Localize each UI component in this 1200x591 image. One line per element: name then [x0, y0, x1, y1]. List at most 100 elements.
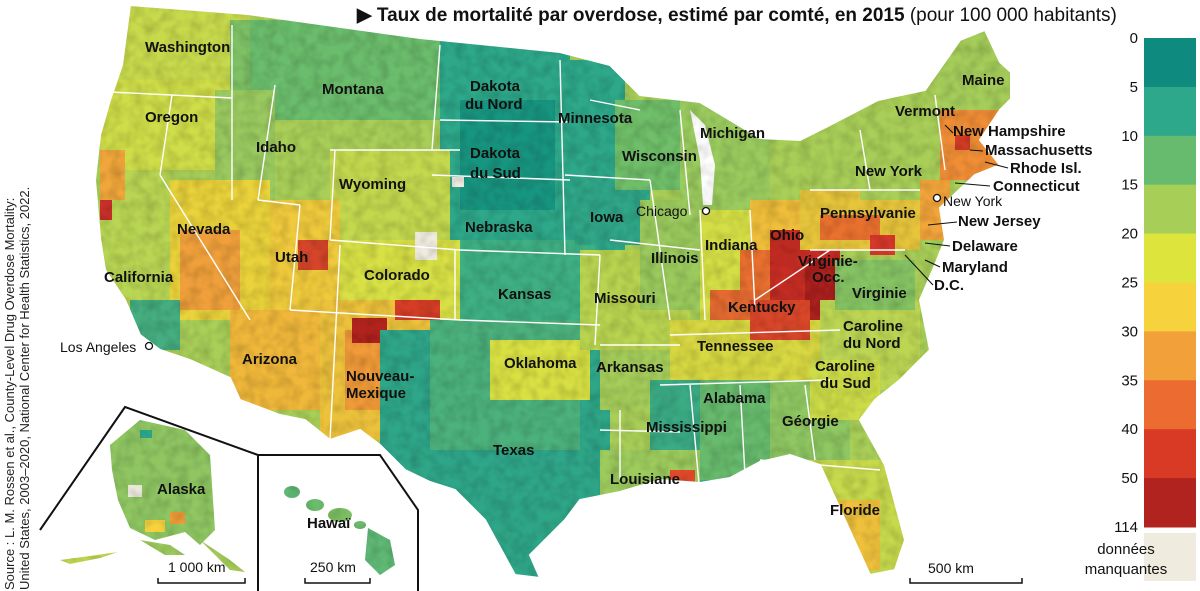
label-california: California	[104, 269, 174, 286]
label-louisiane: Louisiane	[610, 471, 680, 488]
label-dakota-du-nord-2: du Nord	[465, 96, 523, 113]
label-caroline-du-sud-1: Caroline	[815, 358, 875, 375]
label-virginie-occ-2: Occ.	[812, 269, 845, 286]
label-dakota-du-sud-2: du Sud	[470, 165, 521, 182]
label-vermont: Vermont	[895, 103, 955, 120]
label-maine: Maine	[962, 72, 1005, 89]
legend-swatch	[1144, 478, 1196, 528]
legend-tick-label: 10	[1121, 128, 1138, 145]
scale-bar-hawaii	[304, 578, 371, 584]
legend-swatch	[1144, 135, 1196, 186]
legend-ticks: 0 5 10 15 20 25 30 35 40 50 114	[1114, 30, 1138, 536]
label-virginie-occ-1: Virginie-	[798, 253, 858, 270]
legend-swatch	[1144, 282, 1196, 332]
legend-tick-label: 114	[1114, 519, 1138, 536]
source-line-2: United States, 2003–2020, National Cente…	[17, 186, 32, 590]
label-new-york-city: New York	[943, 193, 1003, 209]
label-rhode-island: Rhode Isl.	[1010, 160, 1082, 177]
label-arkansas: Arkansas	[596, 359, 664, 376]
label-colorado: Colorado	[364, 267, 430, 284]
legend-tick-label: 40	[1121, 421, 1138, 438]
label-los-angeles: Los Angeles	[60, 339, 136, 355]
scale-label-alaska: 1 000 km	[168, 559, 226, 575]
label-iowa: Iowa	[590, 209, 624, 226]
state-labels: Washington Montana Oregon Idaho Dakota d…	[104, 39, 1093, 532]
label-oregon: Oregon	[145, 109, 198, 126]
label-nebraska: Nebraska	[465, 219, 533, 236]
title-arrow: ▶	[357, 5, 372, 26]
label-indiana: Indiana	[705, 237, 758, 254]
label-caroline-du-nord-2: du Nord	[843, 335, 901, 352]
label-arizona: Arizona	[242, 351, 298, 368]
cities: Chicago New York Los Angeles	[60, 193, 1003, 355]
title-unit: (pour 100 000 habitants)	[909, 5, 1117, 26]
legend-swatch	[1144, 331, 1196, 381]
scale-label-mainland: 500 km	[928, 560, 974, 576]
label-caroline-du-sud-2: du Sud	[820, 375, 871, 392]
label-illinois: Illinois	[651, 250, 699, 267]
label-kentucky: Kentucky	[728, 299, 796, 316]
label-idaho: Idaho	[256, 139, 296, 156]
scale-label-hawaii: 250 km	[310, 559, 356, 575]
legend-swatch	[1144, 184, 1196, 235]
scale-bars: 1 000 km 250 km 500 km	[157, 559, 1023, 584]
label-pennsylvanie: Pennsylvanie	[820, 205, 916, 222]
label-alabama: Alabama	[703, 390, 766, 407]
legend-swatch	[1144, 233, 1196, 283]
label-oklahoma: Oklahoma	[504, 355, 577, 372]
label-new-hampshire: New Hampshire	[953, 123, 1066, 140]
legend-tick-label: 20	[1121, 226, 1138, 243]
source-line-1: Source : L. M. Rossen et al., County-Lev…	[2, 197, 17, 590]
label-alaska: Alaska	[157, 481, 206, 498]
state-boundaries	[109, 25, 946, 496]
legend-tick-label: 30	[1121, 323, 1138, 340]
label-leader-lines	[904, 124, 1009, 286]
label-texas: Texas	[493, 442, 534, 459]
legend-swatch	[1144, 86, 1196, 137]
label-wyoming: Wyoming	[339, 176, 406, 193]
label-nevada: Nevada	[177, 221, 231, 238]
alaska-inset	[39, 405, 259, 591]
label-delaware: Delaware	[952, 238, 1018, 255]
label-utah: Utah	[275, 249, 308, 266]
label-ohio: Ohio	[770, 227, 804, 244]
title-main: Taux de mortalité par overdose, estimé p…	[376, 5, 905, 26]
legend-tick-label: 0	[1130, 30, 1138, 47]
legend-tick-label: 50	[1121, 470, 1138, 487]
label-chicago: Chicago	[636, 203, 688, 219]
label-nouveau-mexique-2: Mexique	[346, 385, 406, 402]
label-minnesota: Minnesota	[558, 110, 633, 127]
label-michigan: Michigan	[700, 125, 765, 142]
legend-swatches	[1144, 38, 1196, 528]
legend-tick-label: 15	[1121, 177, 1138, 194]
legend-tick-label: 25	[1121, 275, 1138, 292]
label-wisconsin: Wisconsin	[622, 148, 697, 165]
label-new-jersey: New Jersey	[958, 213, 1041, 230]
los-angeles-marker	[144, 341, 154, 351]
new-york-marker	[932, 193, 942, 203]
legend-missing-label-1: données	[1097, 541, 1155, 558]
label-montana: Montana	[322, 81, 384, 98]
label-dakota-du-sud-1: Dakota	[470, 145, 521, 162]
map-title: ▶ Taux de mortalité par overdose, estimé…	[357, 4, 1117, 27]
hawaii-inset	[258, 454, 419, 591]
label-tennessee: Tennessee	[697, 338, 773, 355]
legend-missing-label-2: manquantes	[1085, 561, 1168, 578]
chicago-marker	[701, 206, 711, 216]
legend: 0 5 10 15 20 25 30 35 40 50 114 données manquantes	[1085, 30, 1196, 581]
legend-missing-swatch	[1144, 533, 1196, 581]
legend-swatch	[1144, 380, 1196, 430]
label-mississippi: Mississippi	[646, 419, 727, 436]
label-new-york: New York	[855, 163, 923, 180]
legend-swatch	[1144, 38, 1196, 88]
label-missouri: Missouri	[594, 290, 656, 307]
label-caroline-du-nord-1: Caroline	[843, 318, 903, 335]
label-hawaii: Hawaï	[307, 515, 351, 532]
label-washington: Washington	[145, 39, 230, 56]
legend-tick-label: 5	[1130, 79, 1138, 96]
label-georgie: Géorgie	[782, 413, 839, 430]
label-maryland: Maryland	[942, 259, 1008, 276]
label-nouveau-mexique-1: Nouveau-	[346, 368, 414, 385]
label-dakota-du-nord-1: Dakota	[470, 78, 521, 95]
